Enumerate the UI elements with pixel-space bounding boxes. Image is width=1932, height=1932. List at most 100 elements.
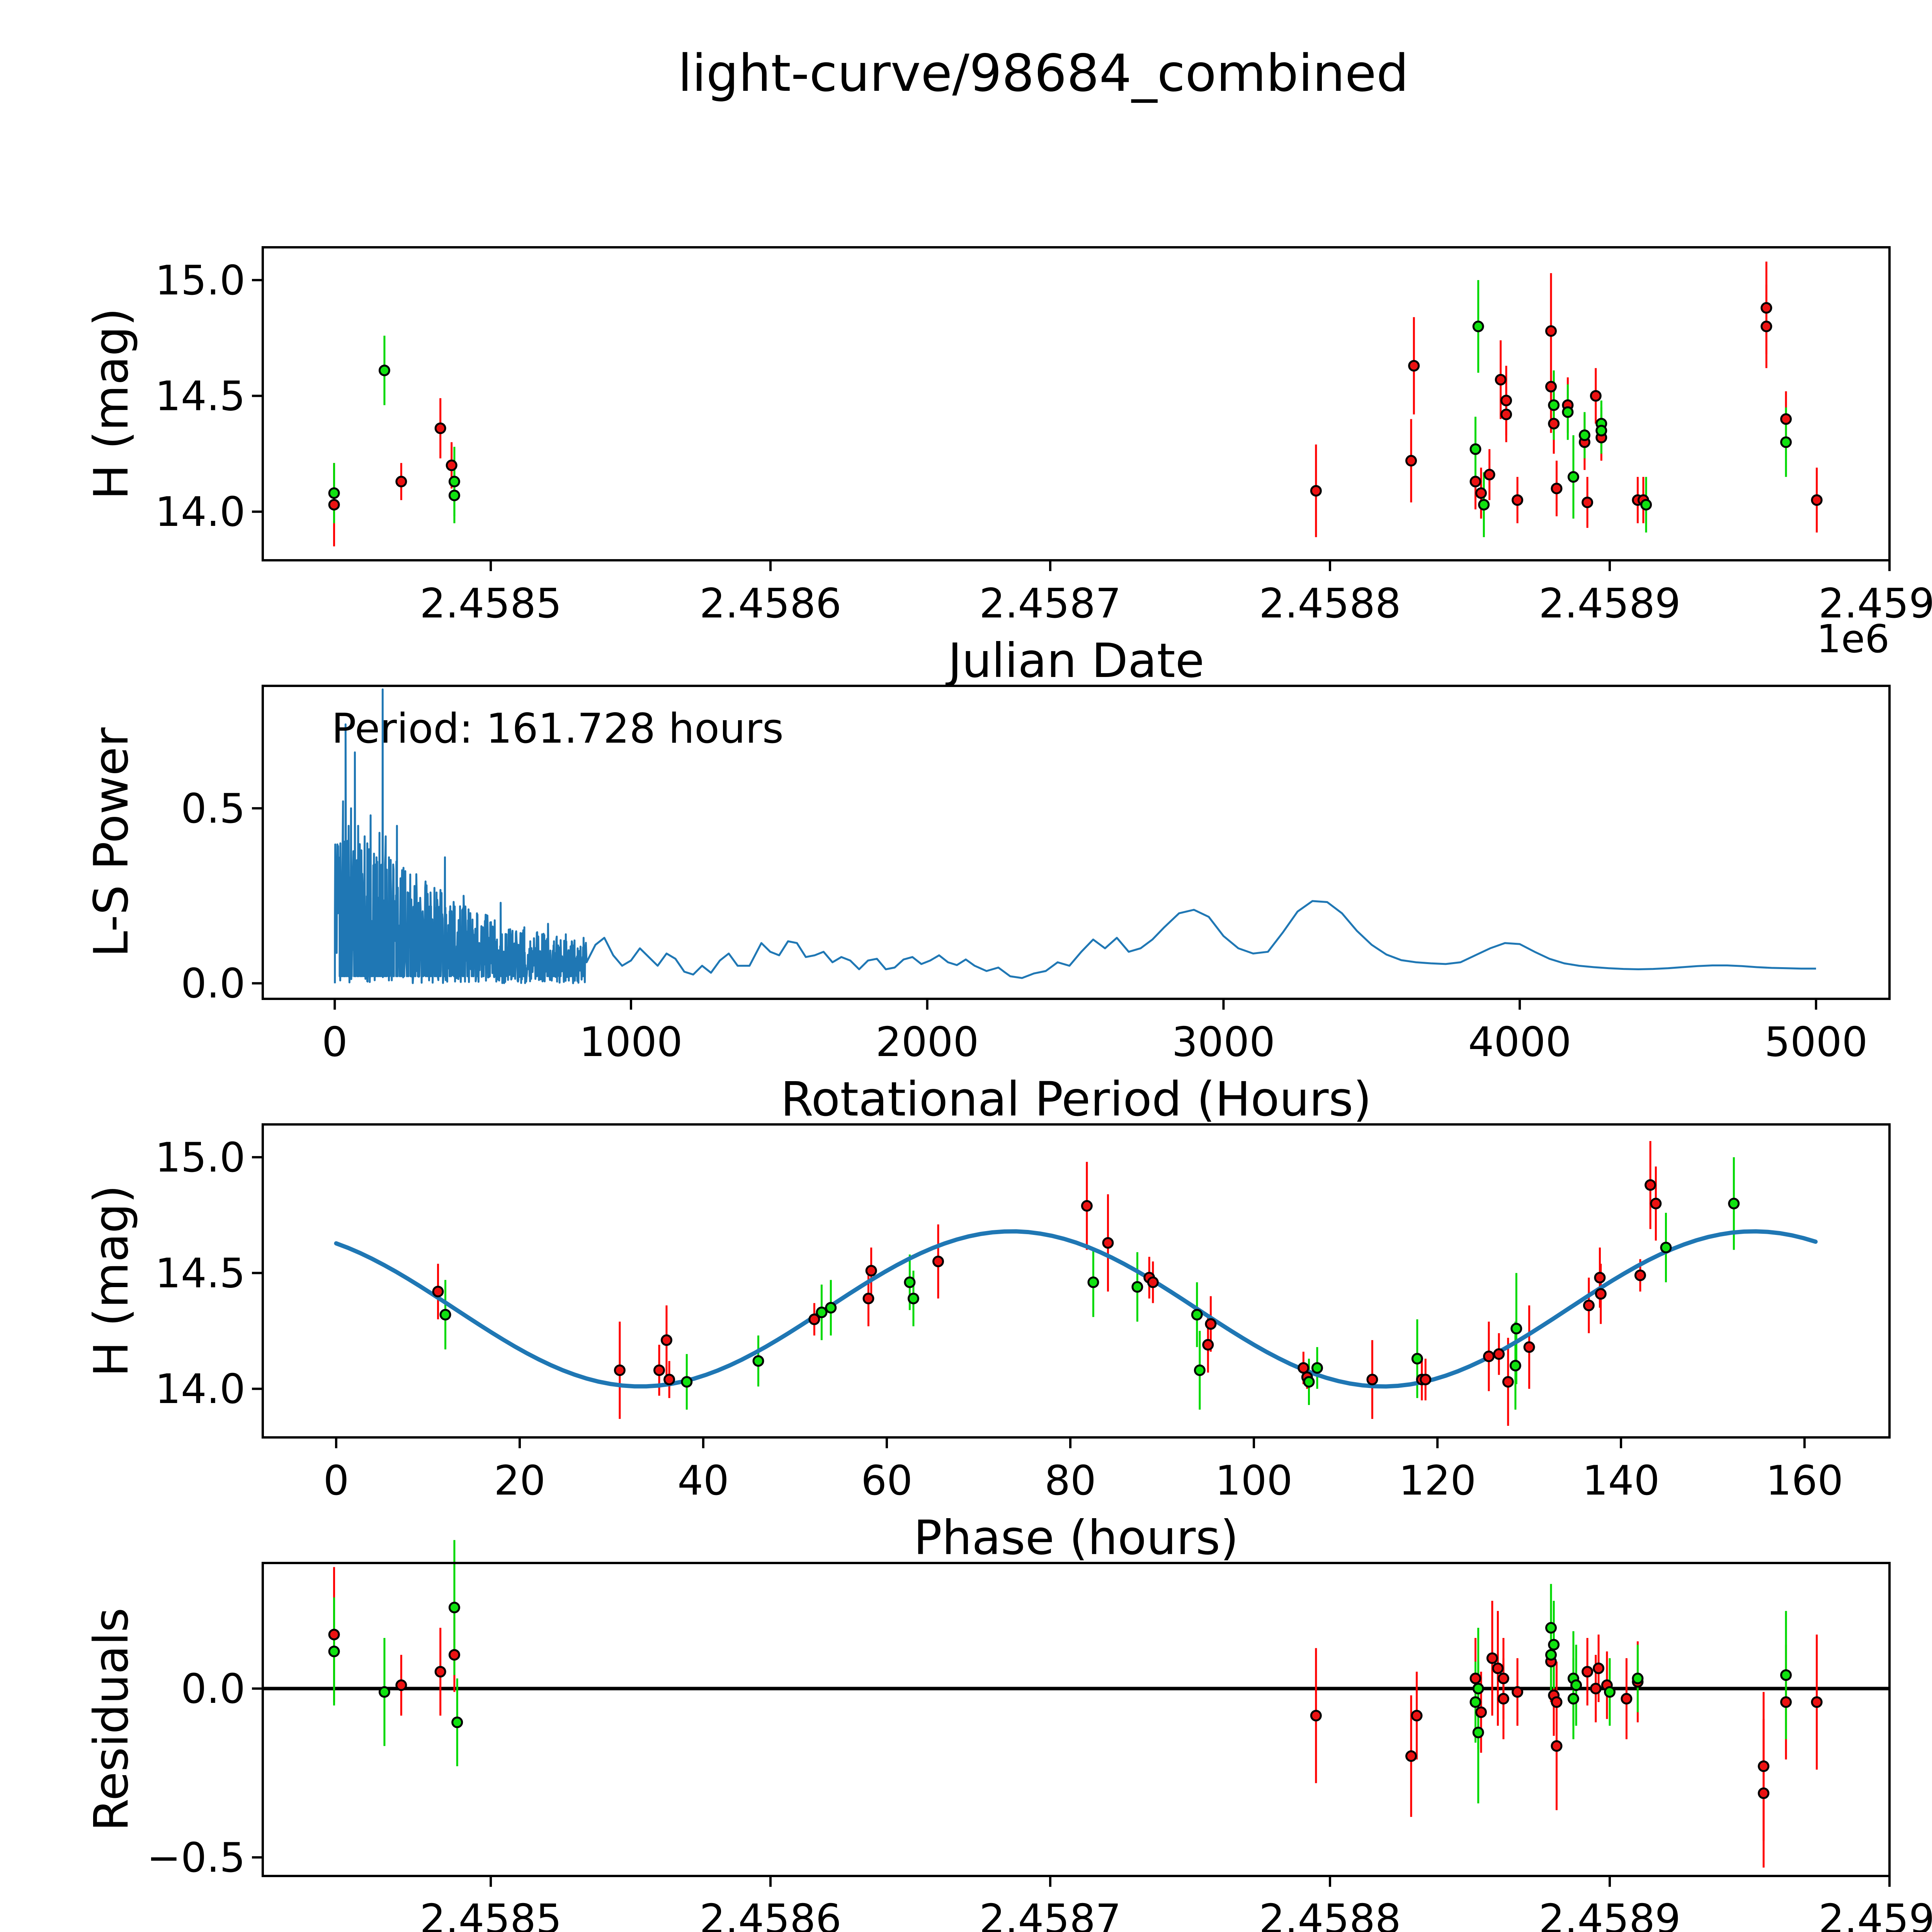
green-dataset-marker [1595,425,1607,437]
y-tick-label: 15.0 [155,1134,245,1181]
red-dataset-marker [1405,1750,1417,1762]
periodogram-ylabel: L-S Power [84,727,139,957]
red-dataset-marker [1483,469,1495,481]
red-dataset-marker [434,1666,446,1678]
y-tick-label: 14.0 [155,1366,245,1413]
green-dataset-marker [1478,499,1490,511]
green-dataset-marker [448,490,460,502]
red-dataset-marker [1500,395,1512,406]
red-dataset-marker [865,1265,877,1277]
red-dataset-marker [1081,1200,1093,1212]
red-dataset-marker [1310,485,1322,497]
green-dataset-marker [1411,1353,1423,1365]
green-dataset-marker [439,1309,451,1321]
red-dataset-marker [395,1679,407,1691]
red-dataset-marker [1405,455,1417,467]
x-tick-label: 2.4588 [1259,1896,1401,1932]
red-dataset-marker [1492,1662,1504,1674]
x-tick-label: 100 [1215,1457,1293,1504]
red-dataset-marker [1497,1693,1509,1705]
residuals-ylabel: Residuals [84,1608,139,1832]
red-dataset-marker [808,1313,820,1325]
green-dataset-marker [752,1355,764,1367]
green-dataset-marker [1131,1281,1143,1293]
red-dataset-marker [1582,497,1594,509]
x-tick-label: 1000 [579,1019,682,1066]
red-dataset-marker [1486,1652,1498,1664]
green-dataset-marker [1604,1686,1616,1698]
red-dataset-marker [1590,390,1602,402]
red-dataset-marker [1495,374,1507,386]
green-dataset-marker [1087,1276,1099,1288]
green-dataset-marker [448,1602,460,1614]
red-dataset-marker [1811,494,1823,506]
red-dataset-marker [1590,1683,1602,1694]
jd-plot-xlabel: Julian Date [945,633,1204,688]
red-dataset-marker [862,1293,874,1304]
red-dataset-marker [1582,1666,1594,1678]
axes-spines [262,1562,1891,1877]
green-dataset-marker [1728,1197,1740,1209]
green-dataset-marker [907,1293,919,1304]
y-tick-label: 0.0 [181,1665,245,1713]
red-dataset-marker [1147,1276,1159,1288]
x-tick-label: 0 [323,1457,349,1504]
green-dataset-marker [1640,499,1652,511]
red-dataset-marker [1420,1374,1432,1386]
red-dataset-marker [1811,1696,1823,1708]
jd-plot-offset-text: 1e6 [1816,616,1889,662]
red-dataset-marker [1512,494,1524,506]
green-dataset-marker [1548,1639,1560,1651]
y-tick-label: 14.5 [155,1250,245,1297]
green-dataset-marker [448,476,460,488]
red-dataset-marker [1500,408,1512,420]
x-tick-label: 2.4588 [1259,580,1401,627]
figure-title: light-curve/98684_combined [678,44,1408,103]
x-tick-label: 2.4585 [420,1896,561,1932]
red-dataset-marker [1475,487,1487,499]
red-dataset-marker [1523,1341,1535,1353]
y-tick-label: 0.0 [181,960,245,1007]
y-tick-label: −0.5 [147,1834,245,1881]
green-dataset-marker [1303,1376,1315,1388]
green-dataset-marker [1472,1683,1484,1694]
x-tick-label: 160 [1766,1457,1843,1504]
red-dataset-marker [1758,1760,1770,1772]
red-dataset-marker [448,1649,460,1661]
red-dataset-marker [1650,1197,1662,1209]
jd-plot-ylabel: H (mag) [84,308,139,500]
red-dataset-marker [1408,360,1420,372]
x-tick-label: 2.4585 [420,580,561,627]
green-dataset-marker [328,487,340,499]
green-dataset-marker [1570,1679,1582,1691]
red-dataset-marker [1593,1662,1605,1674]
green-dataset-marker [1660,1242,1672,1253]
green-dataset-marker [1469,1696,1481,1708]
green-dataset-marker [328,1645,340,1657]
red-dataset-marker [1645,1179,1656,1191]
red-dataset-marker [1310,1710,1322,1721]
axes-spines [262,1123,1891,1439]
x-tick-label: 5000 [1764,1019,1867,1066]
green-dataset-marker [378,364,390,376]
x-tick-label: 2.4586 [699,580,841,627]
red-dataset-marker [446,459,457,471]
red-dataset-marker [1545,381,1557,393]
red-dataset-marker [1621,1693,1633,1705]
sinusoid-fit-curve [334,1229,1818,1389]
red-dataset-marker [1366,1374,1378,1386]
x-tick-label: 2.4586 [699,1896,841,1932]
green-dataset-marker [1780,436,1792,448]
red-dataset-marker [328,1629,340,1641]
red-dataset-marker [1551,1740,1563,1752]
green-dataset-marker [1509,1360,1521,1372]
red-dataset-marker [328,499,340,511]
green-dataset-marker [816,1306,828,1318]
red-dataset-marker [1469,1672,1481,1684]
y-tick-label: 15.0 [155,257,245,304]
periodogram-xlabel: Rotational Period (Hours) [781,1072,1371,1127]
green-dataset-marker [1562,406,1574,418]
